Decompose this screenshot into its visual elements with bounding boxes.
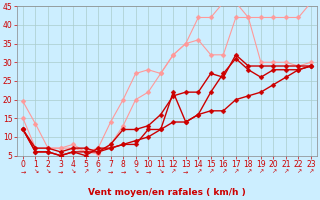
X-axis label: Vent moyen/en rafales ( km/h ): Vent moyen/en rafales ( km/h ) — [88, 188, 246, 197]
